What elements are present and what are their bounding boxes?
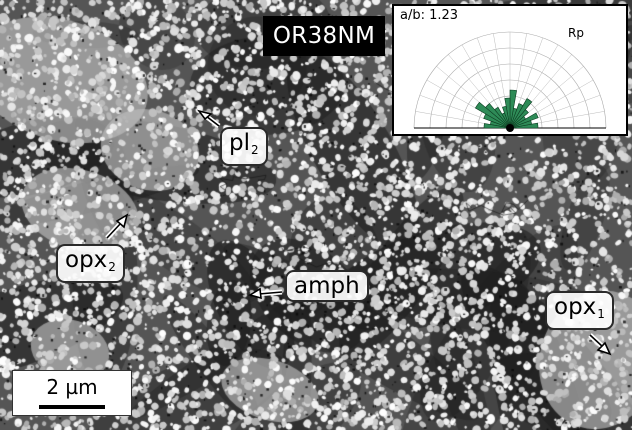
mineral-label-opx2: opx2 bbox=[56, 244, 125, 283]
rose-petal bbox=[509, 103, 524, 129]
rose-center bbox=[506, 124, 514, 132]
orientation-rose-inset: a/b: 1.23 Rp bbox=[392, 4, 628, 136]
mineral-label-amph: amph bbox=[285, 270, 369, 302]
scale-bar-line bbox=[39, 405, 105, 409]
sample-id-label: OR38NM bbox=[263, 16, 385, 56]
rose-petal bbox=[474, 101, 511, 129]
pl-arrowhead bbox=[197, 109, 213, 121]
opx-left-arrowhead bbox=[115, 213, 129, 229]
rose-petal bbox=[483, 113, 511, 129]
rose-petal bbox=[509, 98, 533, 129]
rose-petal bbox=[483, 123, 511, 129]
rose-label: Rp bbox=[568, 26, 584, 40]
mineral-label-pl: pl2 bbox=[220, 127, 268, 166]
opx-right-arrowhead bbox=[596, 341, 612, 356]
opx-right-arrow bbox=[589, 334, 604, 348]
rose-diagram bbox=[413, 31, 607, 132]
scale-bar-label: 2 µm bbox=[46, 375, 98, 399]
rose-petal bbox=[509, 89, 517, 129]
pl-arrow bbox=[205, 115, 220, 127]
amph-arrow bbox=[258, 291, 283, 295]
amph-arrowhead bbox=[247, 287, 262, 300]
scale-bar-box: 2 µm bbox=[12, 370, 132, 416]
aspect-ratio-label: a/b: 1.23 bbox=[400, 8, 459, 23]
opx-left-arrow bbox=[106, 222, 122, 239]
mineral-label-opx1: opx1 bbox=[545, 291, 614, 330]
